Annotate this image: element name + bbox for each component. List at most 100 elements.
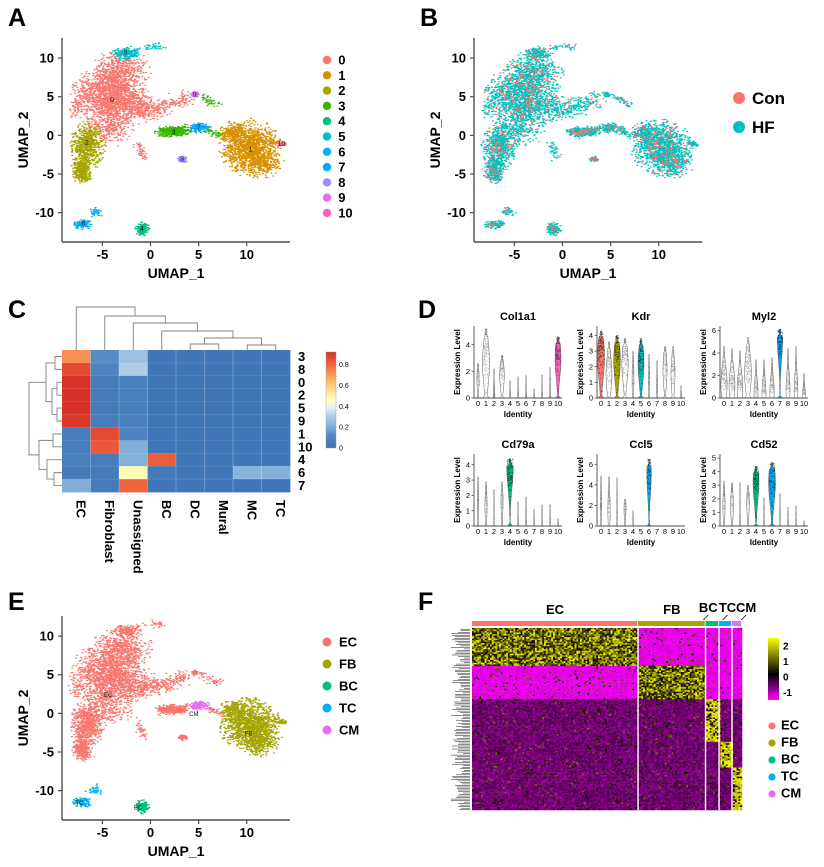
heatmap-cell[interactable] xyxy=(233,388,262,403)
legend-label[interactable]: 10 xyxy=(338,206,352,221)
heatmap-cell[interactable] xyxy=(119,466,148,480)
panel-a-umap-plot[interactable]: -5 0 5 10-10-50510UMAP_1UMAP_20123456789100… xyxy=(0,0,412,290)
violin-shape[interactable] xyxy=(482,328,490,399)
violin-shape[interactable] xyxy=(776,329,784,399)
legend-label[interactable]: 5 xyxy=(338,129,345,144)
heatmap-cell[interactable] xyxy=(204,427,234,441)
legend-swatch[interactable] xyxy=(322,55,332,65)
legend-label[interactable]: 9 xyxy=(338,190,345,205)
heatmap-cell[interactable] xyxy=(261,350,291,364)
heatmap-cell[interactable] xyxy=(90,453,120,467)
legend-swatch[interactable] xyxy=(322,147,332,156)
legend-swatch[interactable] xyxy=(733,92,745,104)
heatmap-cell[interactable] xyxy=(147,362,177,377)
heatmap-cell[interactable] xyxy=(62,362,91,377)
heatmap-cell[interactable] xyxy=(119,414,148,428)
heatmap-cell[interactable] xyxy=(119,453,148,467)
heatmap-cell[interactable] xyxy=(204,479,234,493)
legend-swatch[interactable] xyxy=(322,86,332,95)
heatmap-cell[interactable] xyxy=(62,479,91,493)
heatmap-cell[interactable] xyxy=(176,362,205,377)
heatmap-cell[interactable] xyxy=(176,414,205,428)
heatmap-cell[interactable] xyxy=(119,440,148,454)
violin-shape[interactable] xyxy=(506,458,514,527)
heatmap-cell[interactable] xyxy=(204,350,234,364)
heatmap-cell[interactable] xyxy=(62,440,91,454)
heatmap-cell[interactable] xyxy=(261,466,291,480)
heatmap-cell[interactable] xyxy=(233,350,262,364)
heatmap-cell[interactable] xyxy=(204,362,234,377)
heatmap-cell[interactable] xyxy=(62,453,91,467)
legend-swatch[interactable] xyxy=(322,162,332,172)
heatmap-cell[interactable] xyxy=(62,401,91,415)
heatmap-cell[interactable] xyxy=(119,427,148,441)
heatmap-cell[interactable] xyxy=(261,453,291,467)
violin-shape[interactable] xyxy=(753,359,759,399)
heatmap-cell[interactable] xyxy=(261,375,291,390)
legend-label[interactable]: FB xyxy=(339,657,356,672)
violin-shape[interactable] xyxy=(728,348,736,399)
heatmap-cell[interactable] xyxy=(147,427,177,441)
legend-label[interactable]: 6 xyxy=(338,144,345,159)
heatmap-cell[interactable] xyxy=(204,414,234,428)
heatmap-cell[interactable] xyxy=(204,453,234,467)
legend-swatch[interactable] xyxy=(322,637,332,647)
heatmap-cell[interactable] xyxy=(176,388,205,403)
legend-label[interactable]: 0 xyxy=(338,53,345,68)
heatmap-cell[interactable] xyxy=(90,414,120,428)
heatmap-cell[interactable] xyxy=(90,350,120,364)
violin-shape[interactable] xyxy=(613,335,621,399)
legend-swatch[interactable] xyxy=(322,193,332,202)
legend-label[interactable]: 7 xyxy=(338,160,345,175)
legend-swatch[interactable] xyxy=(322,132,332,141)
heatmap-cell[interactable] xyxy=(176,466,205,480)
heatmap-cell[interactable] xyxy=(261,479,291,493)
violin-shape[interactable] xyxy=(648,353,650,399)
violin-shape[interactable] xyxy=(746,485,750,527)
heatmap-cell[interactable] xyxy=(147,466,177,480)
legend-label[interactable]: BC xyxy=(339,679,358,694)
heatmap-cell[interactable] xyxy=(204,401,234,415)
legend-label[interactable]: 1 xyxy=(338,68,345,83)
heatmap-cell[interactable] xyxy=(147,440,177,454)
heatmap-cell[interactable] xyxy=(147,350,177,364)
violin-shape[interactable] xyxy=(605,341,613,399)
heatmap-cell[interactable] xyxy=(233,427,262,441)
legend-swatch[interactable] xyxy=(322,681,332,691)
heatmap-cell[interactable] xyxy=(261,440,291,454)
legend-swatch[interactable] xyxy=(322,71,332,80)
legend-label[interactable]: CM xyxy=(339,723,359,738)
heatmap-cell[interactable] xyxy=(233,440,262,454)
heatmap-cell[interactable] xyxy=(90,401,120,415)
heatmap-cell[interactable] xyxy=(62,375,91,390)
violin-shape[interactable] xyxy=(722,480,726,527)
heatmap-cell[interactable] xyxy=(90,388,120,403)
heatmap-cell[interactable] xyxy=(261,362,291,377)
heatmap-cell[interactable] xyxy=(233,401,262,415)
heatmap-cell[interactable] xyxy=(119,362,148,377)
heatmap-cell[interactable] xyxy=(204,375,234,390)
legend-label[interactable]: 4 xyxy=(338,114,346,129)
legend-label[interactable]: HF xyxy=(752,118,775,137)
heatmap-cell[interactable] xyxy=(147,375,177,390)
legend-label[interactable]: Con xyxy=(752,89,785,108)
heatmap-cell[interactable] xyxy=(204,440,234,454)
heatmap-cell[interactable] xyxy=(119,401,148,415)
heatmap-cell[interactable] xyxy=(147,453,177,467)
heatmap-cell[interactable] xyxy=(119,479,148,493)
legend-swatch[interactable] xyxy=(322,101,332,111)
heatmap-cell[interactable] xyxy=(62,427,91,441)
heatmap-cell[interactable] xyxy=(119,375,148,390)
heatmap-cell[interactable] xyxy=(90,427,120,441)
heatmap-cell[interactable] xyxy=(90,375,120,390)
heatmap-cell[interactable] xyxy=(147,414,177,428)
